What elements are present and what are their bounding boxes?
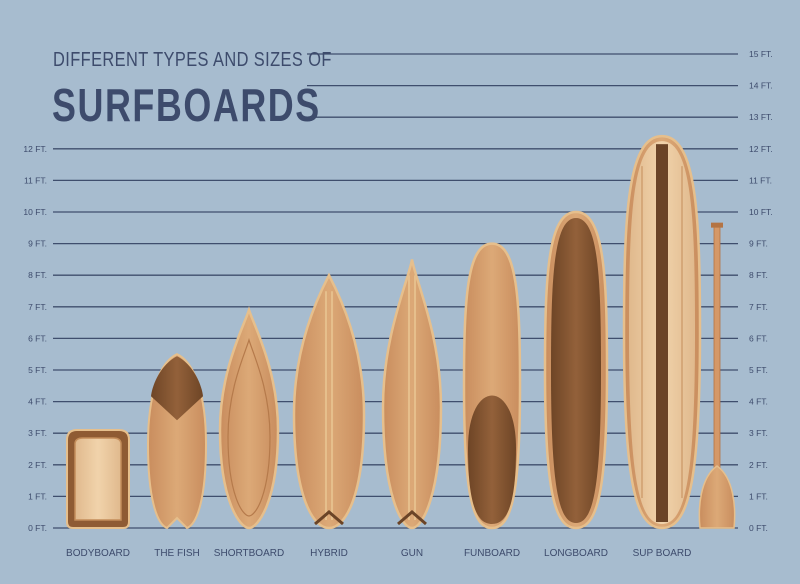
right-tick-label: 7 FT. [749, 302, 768, 312]
board-stringer [656, 144, 668, 522]
surfboards [66, 134, 702, 530]
board-rail-line [227, 337, 271, 517]
right-tick-label: 0 FT. [749, 523, 768, 533]
left-tick-label: 11 FT. [24, 175, 47, 185]
board-body [218, 306, 280, 530]
left-tick-label: 10 FT. [23, 207, 47, 217]
board-labels: BODYBOARD THE FISH SHORTBOARD HYBRID GUN FUNB… [66, 548, 691, 559]
surfboard-funboard [462, 242, 522, 530]
board-label-fish: THE FISH [154, 548, 200, 559]
surfboard-shortboard [218, 306, 280, 530]
paddle-shaft [713, 224, 721, 469]
board-body [292, 272, 366, 530]
board-tail-inlay [468, 395, 516, 524]
surfboard-longboard [543, 210, 609, 530]
left-tick-label: 0 FT. [28, 523, 47, 533]
right-axis-labels: 0 FT. 1 FT. 2 FT. 3 FT. 4 FT. 5 FT. 6 FT. 7 FT.… [749, 49, 773, 533]
surfboard-sup [622, 134, 702, 530]
right-tick-label: 12 FT. [749, 144, 773, 154]
right-tick-label: 6 FT. [749, 333, 768, 343]
board-inlay [551, 218, 601, 523]
paddle-grip [711, 222, 723, 228]
right-tick-label: 8 FT. [749, 270, 768, 280]
left-tick-label: 7 FT. [28, 302, 47, 312]
board-deck [74, 437, 122, 521]
right-tick-label: 15 FT. [749, 49, 773, 59]
board-label-gun: GUN [401, 548, 423, 559]
surfboard-bodyboard [66, 429, 130, 529]
left-tick-label: 5 FT. [28, 365, 47, 375]
right-tick-label: 2 FT. [749, 460, 768, 470]
right-tick-label: 3 FT. [749, 428, 768, 438]
left-tick-label: 3 FT. [28, 428, 47, 438]
board-tail-pad [314, 510, 344, 526]
board-label-bodyboard: BODYBOARD [66, 548, 130, 559]
right-tick-label: 14 FT. [749, 81, 773, 91]
board-label-sup: SUP BOARD [633, 548, 692, 559]
left-tick-label: 4 FT. [28, 397, 47, 407]
board-label-hybrid: HYBRID [310, 548, 348, 559]
board-label-funboard: FUNBOARD [464, 548, 520, 559]
sup-paddle [698, 222, 736, 529]
right-tick-label: 4 FT. [749, 397, 768, 407]
right-tick-label: 5 FT. [749, 365, 768, 375]
left-tick-label: 8 FT. [28, 270, 47, 280]
right-tick-label: 13 FT. [749, 112, 773, 122]
surfboard-fish [146, 353, 208, 530]
right-tick-label: 1 FT. [749, 491, 768, 501]
left-tick-label: 1 FT. [28, 491, 47, 501]
right-tick-label: 10 FT. [749, 207, 773, 217]
surfboard-gun [381, 259, 443, 530]
right-tick-label: 9 FT. [749, 239, 768, 249]
board-tail-pad [397, 510, 427, 526]
board-label-longboard: LONGBOARD [544, 548, 608, 559]
board-label-shortboard: SHORTBOARD [214, 548, 284, 559]
left-tick-label: 2 FT. [28, 460, 47, 470]
title-line-1: DIFFERENT TYPES AND SIZES OF [53, 49, 332, 71]
left-tick-label: 12 FT. [23, 144, 47, 154]
board-nose-inlay [151, 356, 203, 421]
left-tick-label: 9 FT. [28, 239, 47, 249]
title-line-2: SURFBOARDS [52, 79, 321, 131]
left-axis-labels: 0 FT. 1 FT. 2 FT. 3 FT. 4 FT. 5 FT. 6 FT. 7 FT.… [23, 144, 47, 533]
paddle-blade [698, 465, 736, 529]
left-tick-label: 6 FT. [28, 333, 47, 343]
surfboard-hybrid [292, 272, 366, 530]
board-body [381, 259, 443, 530]
right-tick-label: 11 FT. [749, 175, 772, 185]
